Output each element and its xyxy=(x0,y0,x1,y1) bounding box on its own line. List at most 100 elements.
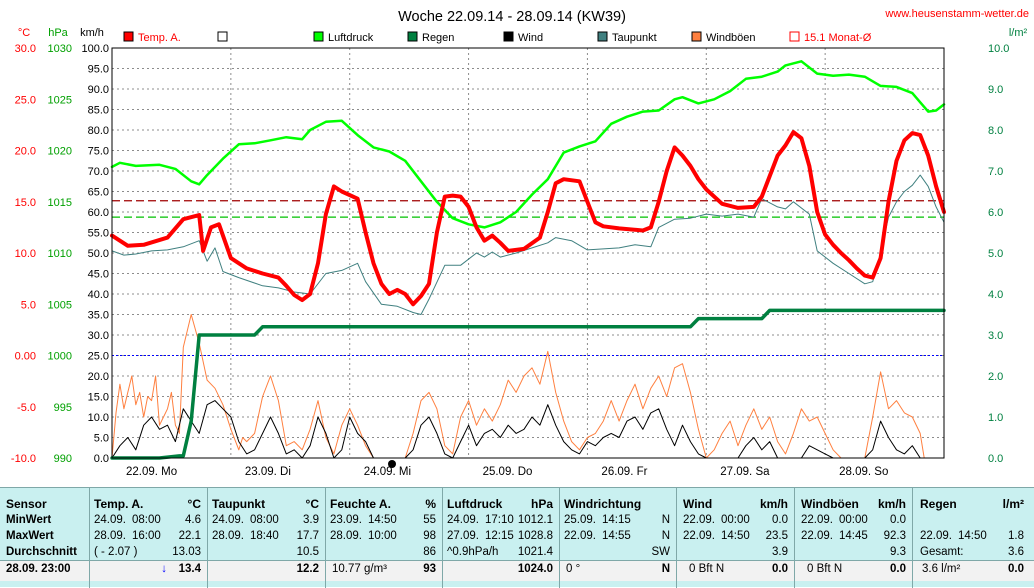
temp-unit: °C xyxy=(187,497,201,511)
temp-tick-label: 5.0 xyxy=(21,299,36,311)
temp-tick-label: 20.0 xyxy=(15,146,36,158)
wind-tick-label: 35.0 xyxy=(88,310,109,322)
pressure-tick-label: 1005 xyxy=(48,299,72,311)
stats-col-wind: Wind km/h 22.09. 00:00 0.0 22.09. 14:50 … xyxy=(677,488,795,588)
legend-label: Temp. A. xyxy=(138,32,181,44)
legend-label: Windböen xyxy=(706,32,756,44)
wind-tick-label: 95.0 xyxy=(88,64,109,76)
stats-col-winddir: Windrichtung 25.09. 14:15 N 22.09. 14:55… xyxy=(560,488,677,588)
temp-tick-label: -10.0 xyxy=(11,453,36,465)
gust-series xyxy=(111,314,945,459)
wind-tick-label: 65.0 xyxy=(88,187,109,199)
stats-col-pressure: Luftdruck hPa 24.09. 17:10 1012.1 27.09.… xyxy=(443,488,560,588)
temp-tick-label: 30.0 xyxy=(15,43,36,55)
stats-col-rain: Regen l/m² 22.09. 14:50 1.8 Gesamt: 3.6 … xyxy=(920,497,1024,575)
left-axes: 30.0 25.0 20.0 15.0 10.0 5.0 0.00 -5.0 -10.0 1030… xyxy=(11,43,109,465)
weather-chart: Woche 22.09.14 - 28.09.14 (KW39) www.heu… xyxy=(10,8,1029,478)
pressure-tick-label: 1030 xyxy=(48,43,72,55)
pressure-tick-label: 990 xyxy=(54,453,72,465)
sensor-header: Sensor xyxy=(6,497,47,511)
temp-avg-value: 13.03 xyxy=(172,546,201,558)
temp-max-value: 22.1 xyxy=(178,530,201,542)
legend-swatch xyxy=(597,31,608,42)
legend-swatch xyxy=(407,31,418,42)
row-label-min: MinWert xyxy=(6,514,52,526)
legend: Temp. A. Luftdruck Regen Wind Taupunkt Windbö… xyxy=(123,31,872,44)
pressure-tick-label: 1015 xyxy=(48,197,72,209)
temp-tick-label: 25.0 xyxy=(15,94,36,106)
x-tick-label: 27.09. Sa xyxy=(720,466,770,478)
wind-tick-label: 75.0 xyxy=(88,146,109,158)
x-tick-label: 24.09. Mi xyxy=(364,466,411,478)
temp-min-value: 4.6 xyxy=(185,514,201,526)
temp-trend-arrow-icon: ↓ xyxy=(161,563,167,575)
x-tick-label: 22.09. Mo xyxy=(126,466,177,478)
x-tick-label: 25.09. Do xyxy=(483,466,533,478)
wind-tick-label: 60.0 xyxy=(88,207,109,219)
stats-col-dew: Taupunkt °C 24.09. 08:00 3.9 28.09. 18:4… xyxy=(208,488,326,588)
pressure-current-value: 1024.0 xyxy=(517,563,553,575)
rain-tick-label: 10.0 xyxy=(988,43,1009,55)
wind-tick-label: 15.0 xyxy=(88,392,109,404)
stats-col-humidity: Feuchte A. % 23.09. 14:50 55 28.09. 10:0… xyxy=(326,488,443,588)
stats-col-sensor: Sensor MinWert MaxWert Durchschnitt 28.0… xyxy=(0,488,90,588)
legend-label: Regen xyxy=(422,32,454,44)
gust-current-value: 0.0 xyxy=(890,563,906,575)
current-time: 28.09. 23:00 xyxy=(6,563,71,575)
pressure-tick-label: 1020 xyxy=(48,146,72,158)
dew-current-value: 12.2 xyxy=(296,563,319,575)
wind-tick-label: 0.0 xyxy=(94,453,109,465)
wind-tick-label: 90.0 xyxy=(88,84,109,96)
legend-label: Luftdruck xyxy=(328,32,374,44)
plot-frame xyxy=(111,47,945,459)
stats-col-gust: Windböen km/h 22.09. 00:00 0.0 22.09. 14… xyxy=(795,488,913,588)
temp-header: Temp. A. xyxy=(94,497,144,511)
pressure-tick-label: 1010 xyxy=(48,248,72,260)
rain-tick-label: 6.0 xyxy=(988,207,1003,219)
temp-current-value: 13.4 xyxy=(178,563,201,575)
rain-tick-label: 4.0 xyxy=(988,289,1003,301)
row-label-max: MaxWert xyxy=(6,530,54,542)
stats-col-temp: Temp. A. °C 24.09. 08:00 4.6 28.09. 16:0… xyxy=(90,488,208,588)
temp-tick-label: 10.0 xyxy=(15,248,36,260)
winddir-current-value: N xyxy=(661,563,670,575)
x-tick-label: 23.09. Di xyxy=(245,466,291,478)
wind-tick-label: 10.0 xyxy=(88,412,109,424)
current-values-row xyxy=(0,560,1034,581)
legend-swatch xyxy=(217,31,228,42)
legend-swatch xyxy=(503,31,514,42)
wind-tick-label: 50.0 xyxy=(88,248,109,260)
wind-tick-label: 20.0 xyxy=(88,371,109,383)
temp-unit-label: °C xyxy=(18,27,30,39)
pressure-tick-label: 1000 xyxy=(48,351,72,363)
rain-tick-label: 0.0 xyxy=(988,453,1003,465)
wind-tick-label: 70.0 xyxy=(88,166,109,178)
legend-label: 15.1 Monat-Ø xyxy=(804,32,872,44)
pressure-unit-label: hPa xyxy=(48,27,68,39)
wind-tick-label: 25.0 xyxy=(88,351,109,363)
rain-tick-label: 1.0 xyxy=(988,412,1003,424)
legend-label: Taupunkt xyxy=(612,32,657,44)
x-axis-labels: 22.09. Mo 23.09. Di 24.09. Mi 25.09. Do 26.0… xyxy=(126,466,888,478)
chart-series xyxy=(110,60,946,460)
legend-swatch xyxy=(789,31,800,42)
legend-swatch xyxy=(691,31,702,42)
wind-current-value: 0.0 xyxy=(772,563,788,575)
humidity-current-value: 93 xyxy=(423,563,436,575)
rain-unit-label: l/m² xyxy=(1009,27,1028,39)
temp-tick-label: 15.0 xyxy=(15,197,36,209)
legend-swatch xyxy=(313,31,324,42)
pressure-tick-label: 1025 xyxy=(48,94,72,106)
wind-tick-label: 80.0 xyxy=(88,125,109,137)
temp-series xyxy=(110,130,946,307)
right-axis: 10.0 9.0 8.0 7.0 6.0 5.0 4.0 3.0 2.0 1.0 0.0 xyxy=(988,43,1009,465)
row-label-avg: Durchschnitt xyxy=(6,546,77,558)
chart-title: Woche 22.09.14 - 28.09.14 (KW39) xyxy=(398,9,626,25)
legend-swatch xyxy=(123,31,134,42)
rain-tick-label: 8.0 xyxy=(988,125,1003,137)
pressure-series xyxy=(110,60,946,229)
wind-series xyxy=(111,400,945,459)
temp-tick-label: -5.0 xyxy=(17,402,36,414)
wind-tick-label: 45.0 xyxy=(88,269,109,281)
website-link[interactable]: www.heusenstamm-wetter.de xyxy=(884,8,1029,20)
